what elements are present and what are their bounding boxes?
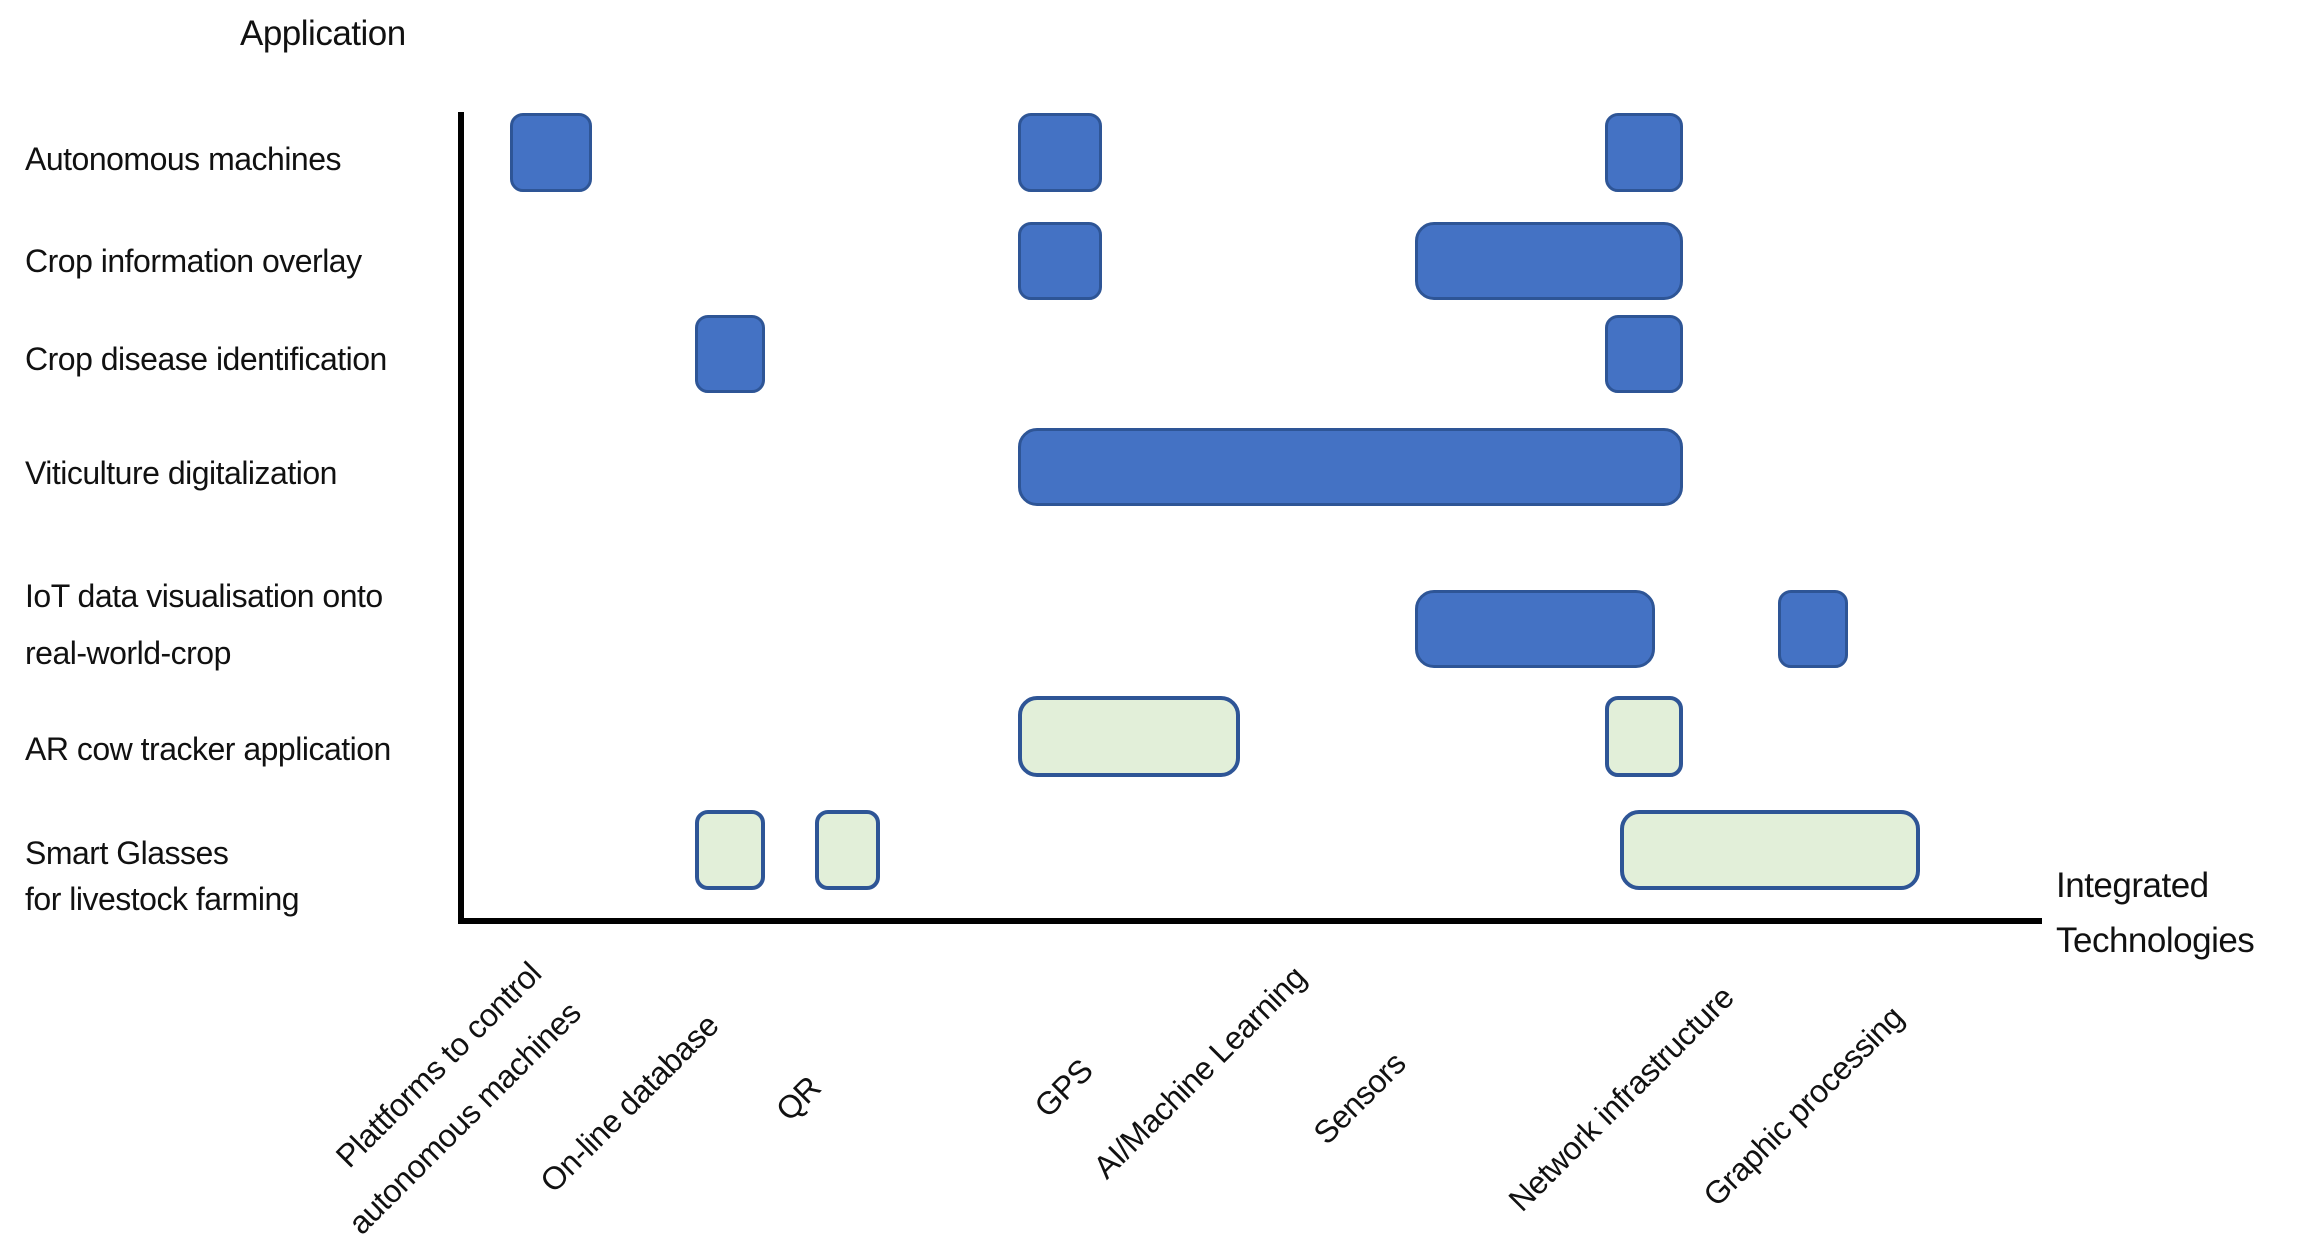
x-axis-line	[458, 918, 2042, 924]
y-axis-title: Application	[240, 14, 406, 53]
mark-blue-row1-sensors-to-network	[1415, 222, 1683, 300]
technology-label-plattforms: Plattforms to control autonomous machine…	[328, 955, 588, 1242]
mark-blue-row0-gps	[1018, 113, 1102, 192]
mark-blue-row0-network	[1605, 113, 1683, 192]
x-axis-title: Integrated Technologies	[2056, 866, 2255, 960]
application-label-crop-information-overlay: Crop information overlay	[25, 243, 362, 279]
application-label-iot-data-visualisation: IoT data visualisation onto real-world-c…	[25, 578, 383, 671]
mark-green-row6-network-to-graphic	[1620, 810, 1920, 890]
technology-label-qr: QR	[768, 1069, 828, 1128]
application-label-autonomous-machines: Autonomous machines	[25, 141, 342, 177]
mark-green-row6-online	[695, 810, 765, 890]
technology-label-gps: GPS	[1027, 1052, 1100, 1125]
mark-blue-row2-online	[695, 315, 765, 393]
mark-blue-row0-plattforms	[510, 113, 592, 192]
technology-label-ai-machine-learning: AI/Machine Learning	[1086, 959, 1313, 1186]
mark-blue-row2-network	[1605, 315, 1683, 393]
mark-green-row5-network	[1605, 696, 1683, 777]
mark-blue-row3-gps-to-network	[1018, 428, 1683, 506]
application-label-ar-cow-tracker: AR cow tracker application	[25, 731, 391, 767]
application-label-smart-glasses: Smart Glasses for livestock farming	[25, 835, 300, 917]
y-axis-line	[458, 112, 464, 924]
application-label-viticulture-digitalization: Viticulture digitalization	[25, 455, 337, 491]
application-label-crop-disease-identification: Crop disease identification	[25, 341, 387, 377]
mark-blue-row4-sensors-to-network	[1415, 590, 1655, 668]
mark-blue-row1-gps	[1018, 222, 1102, 300]
mark-green-row5-gps-to-aiml	[1018, 696, 1240, 777]
technology-label-sensors: Sensors	[1306, 1045, 1413, 1152]
mark-green-row6-qr	[815, 810, 880, 890]
mark-blue-row4-graphic	[1778, 590, 1848, 668]
